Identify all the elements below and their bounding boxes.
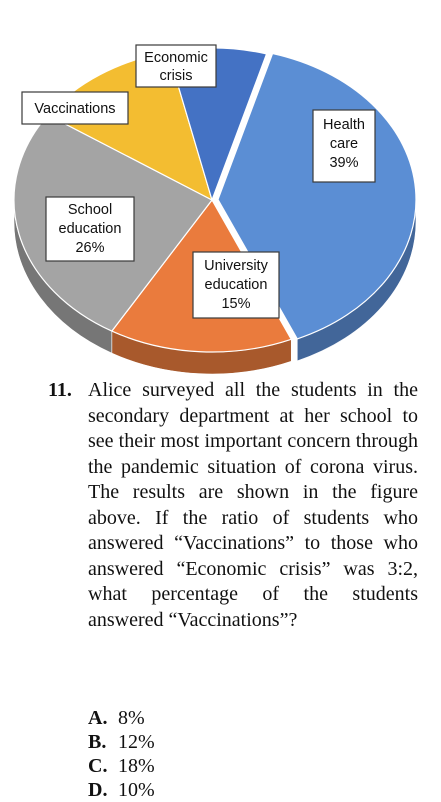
- label-university-education-line-1: University: [204, 258, 268, 274]
- label-economic-crisis-line-1: Economic: [144, 50, 208, 66]
- label-university-education: University education 15%: [192, 251, 280, 319]
- option-c-letter: C.: [88, 755, 108, 777]
- option-a[interactable]: A. 8%: [88, 706, 155, 730]
- question-number: 11.: [48, 379, 72, 401]
- option-b-text: 12%: [118, 731, 155, 753]
- label-health-care-value: 39%: [329, 155, 358, 171]
- label-vaccinations: Vaccinations: [21, 91, 129, 125]
- option-c-text: 18%: [118, 755, 155, 777]
- label-school-education-line-1: School: [68, 202, 112, 218]
- pie-chart: Economic crisis Vaccinations Health care…: [13, 44, 417, 375]
- pie-labels: Economic crisis Vaccinations Health care…: [21, 44, 376, 319]
- label-school-education-value: 26%: [75, 240, 104, 256]
- label-health-care: Health care 39%: [312, 109, 376, 183]
- question-text: Alice surveyed all the students in the s…: [88, 379, 418, 631]
- label-school-education-line-2: education: [59, 221, 122, 237]
- option-a-text: 8%: [118, 707, 145, 729]
- option-b-letter: B.: [88, 731, 107, 753]
- label-economic-crisis: Economic crisis: [135, 44, 217, 88]
- label-health-care-line-1: Health: [323, 117, 365, 133]
- label-health-care-line-2: care: [330, 136, 358, 152]
- option-a-letter: A.: [88, 707, 108, 729]
- label-economic-crisis-line-2: crisis: [159, 68, 192, 84]
- label-university-education-line-2: education: [205, 277, 268, 293]
- label-vaccinations-line-1: Vaccinations: [34, 101, 115, 117]
- option-c[interactable]: C. 18%: [88, 754, 155, 778]
- option-d[interactable]: D. 10%: [88, 778, 155, 802]
- option-b[interactable]: B. 12%: [88, 730, 155, 754]
- label-school-education: School education 26%: [45, 196, 135, 262]
- answer-options: A. 8% B. 12% C. 18% D. 10%: [88, 706, 155, 802]
- option-d-letter: D.: [88, 779, 108, 801]
- label-university-education-value: 15%: [221, 296, 250, 312]
- option-d-text: 10%: [118, 779, 155, 801]
